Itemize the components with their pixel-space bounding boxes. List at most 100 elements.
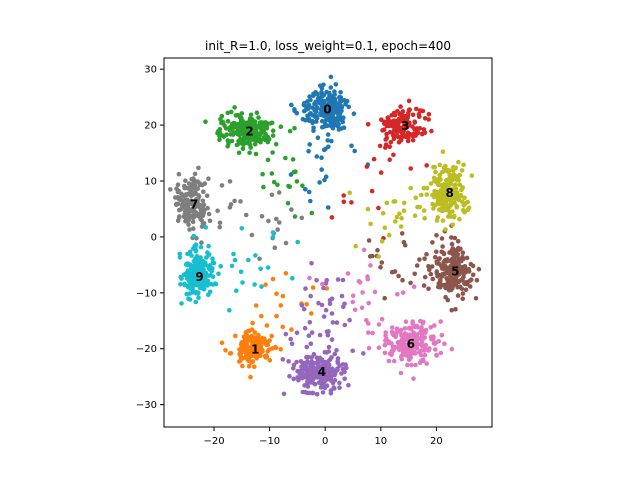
data-point (252, 330, 258, 335)
data-point (305, 371, 311, 377)
x-tick-label: −10 (259, 436, 280, 447)
data-point (460, 291, 466, 296)
data-point (300, 183, 305, 188)
data-point (454, 190, 460, 195)
data-point (462, 195, 467, 201)
data-point (317, 332, 323, 338)
data-point (274, 291, 279, 297)
data-point (268, 121, 273, 126)
data-point (445, 214, 451, 219)
data-point (273, 142, 279, 147)
data-point (392, 127, 397, 133)
data-point (396, 273, 401, 279)
data-point (465, 207, 471, 213)
data-point (320, 390, 326, 395)
data-point (324, 277, 330, 283)
data-point (386, 123, 392, 129)
data-point (455, 174, 461, 179)
data-point (473, 296, 479, 301)
data-point (168, 187, 173, 192)
data-point (432, 254, 438, 260)
data-point (397, 211, 402, 217)
data-point (314, 119, 319, 124)
data-point (326, 109, 332, 115)
cluster-0-points (288, 74, 371, 210)
data-point (252, 364, 257, 370)
data-point (278, 347, 284, 352)
data-point (453, 249, 459, 254)
data-point (398, 104, 403, 109)
data-point (390, 325, 395, 330)
data-point (455, 278, 460, 284)
data-point (254, 130, 259, 136)
data-point (388, 140, 394, 145)
data-point (280, 357, 286, 362)
data-point (190, 287, 196, 292)
data-point (200, 221, 206, 226)
data-point (341, 193, 347, 198)
data-point (449, 248, 454, 253)
data-point (246, 140, 251, 146)
data-point (303, 286, 308, 291)
data-point (311, 128, 316, 133)
data-point (305, 380, 310, 385)
cluster-label-3: 3 (401, 119, 409, 133)
data-point (323, 117, 329, 123)
data-point (454, 203, 459, 209)
data-point (220, 133, 225, 138)
data-point (349, 143, 354, 149)
data-point (424, 361, 430, 366)
data-point (185, 251, 190, 257)
data-point (292, 125, 297, 131)
data-point (456, 245, 461, 251)
data-point (365, 274, 370, 279)
data-point (265, 157, 271, 163)
data-point (314, 391, 320, 397)
data-point (318, 379, 324, 385)
data-point (383, 333, 388, 338)
data-point (256, 332, 261, 338)
data-point (421, 358, 426, 364)
data-point (206, 176, 211, 181)
data-point (314, 278, 319, 283)
data-point (459, 199, 465, 204)
data-point (270, 128, 276, 133)
data-point (186, 222, 191, 227)
data-point (391, 332, 396, 338)
data-point (436, 281, 442, 286)
data-point (229, 263, 235, 269)
data-point (450, 283, 456, 289)
data-point (382, 295, 388, 301)
data-point (183, 178, 188, 183)
data-point (337, 94, 342, 100)
data-point (395, 291, 400, 297)
data-point (428, 181, 434, 186)
data-point (218, 263, 223, 269)
data-point (203, 225, 209, 230)
data-point (370, 330, 376, 336)
data-point (320, 100, 325, 106)
data-point (421, 208, 427, 213)
data-point (442, 188, 448, 194)
data-point (439, 332, 445, 338)
data-point (236, 150, 242, 156)
data-point (294, 330, 300, 336)
data-point (408, 280, 413, 286)
data-point (261, 134, 267, 140)
data-point (291, 169, 297, 175)
data-point (452, 271, 457, 276)
data-point (449, 346, 455, 352)
data-point (210, 256, 215, 262)
data-point (197, 182, 202, 188)
data-point (206, 243, 211, 249)
data-point (426, 112, 432, 117)
data-point (437, 162, 443, 168)
data-point (438, 319, 444, 324)
data-point (325, 132, 331, 137)
data-point (352, 307, 358, 313)
data-point (380, 210, 386, 216)
data-point (383, 137, 389, 142)
data-point (382, 342, 388, 348)
data-point (289, 102, 294, 108)
data-point (250, 359, 256, 364)
